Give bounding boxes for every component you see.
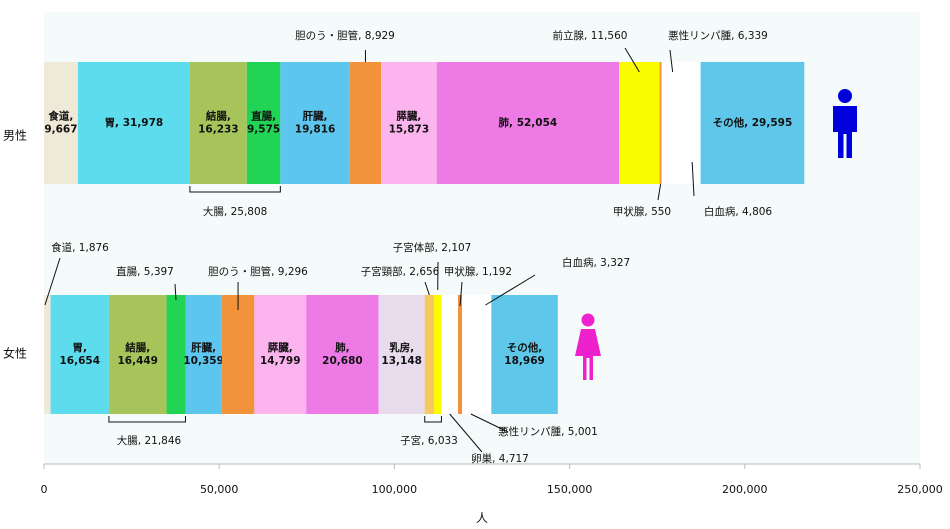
segment-label: 結腸, 16,449 — [117, 341, 158, 367]
bar-segment — [491, 295, 558, 414]
icon-head — [581, 313, 595, 327]
x-tick-label: 50,000 — [200, 483, 239, 496]
callout-label-leader — [174, 283, 177, 301]
callout-label: 卵巣, 4,717 — [471, 452, 529, 465]
bar-segment — [457, 295, 463, 414]
callout-label: 悪性リンパ腫, 5,001 — [498, 425, 598, 438]
colorectal-bracket-label-bracket — [189, 186, 281, 193]
bar-segment — [77, 62, 190, 184]
uterus-bracket-label: 子宮, 6,033 — [400, 434, 458, 447]
callout-label: 胆のう・胆管, 9,296 — [208, 265, 308, 278]
bar-segment — [254, 295, 307, 414]
bar-segment — [661, 62, 684, 184]
callout-label-leader — [485, 274, 536, 306]
bar-segment — [683, 62, 701, 184]
callout-label-leader — [657, 183, 662, 201]
callout-label-leader — [449, 413, 483, 453]
bar-segment — [619, 62, 660, 184]
segment-label: 直腸, 9,575 — [247, 110, 280, 136]
callout-label-leader — [459, 281, 463, 307]
segment-label: 胃, 16,654 — [59, 342, 100, 367]
bar-segment — [381, 62, 437, 184]
segment-label: 肝臓, 19,816 — [295, 110, 336, 136]
segment-label: 肺, 20,680 — [322, 341, 363, 367]
segment-label: その他, 18,969 — [504, 341, 545, 367]
callout-label: 白血病, 4,806 — [704, 205, 773, 218]
bar-segment — [424, 295, 435, 414]
callout-label-leader — [691, 161, 695, 197]
bar-segment — [246, 62, 281, 184]
bar-segment — [108, 295, 167, 414]
callout-label: 甲状腺, 1,192 — [444, 265, 512, 278]
uterus-bracket-label-bracket — [424, 416, 442, 423]
bar-segment — [378, 295, 425, 414]
bar-segment — [659, 62, 662, 184]
callout-label-leader — [624, 47, 640, 73]
icon-body — [575, 329, 601, 380]
bar-segment — [280, 62, 350, 184]
callout-label: 子宮頸部, 2,656 — [361, 265, 440, 278]
segment-label: その他, 29,595 — [713, 116, 793, 129]
x-tick-label: 150,000 — [547, 483, 593, 496]
bar-segment — [189, 62, 247, 184]
bar-segment — [462, 295, 480, 414]
x-tick-label: 200,000 — [722, 483, 768, 496]
callout-label: 子宮体部, 2,107 — [393, 241, 472, 254]
bar-segment — [44, 62, 78, 184]
colorectal-bracket-label: 大腸, 21,846 — [117, 434, 182, 447]
bar-segment — [349, 62, 382, 184]
callout-label: 胆のう・胆管, 8,929 — [295, 29, 395, 42]
segment-label: 肺, 52,054 — [499, 116, 558, 129]
callout-label-leader — [44, 257, 61, 306]
x-tick-label: 100,000 — [372, 483, 418, 496]
callout-label: 悪性リンパ腫, 6,339 — [668, 29, 768, 42]
x-tick-label: 0 — [41, 483, 48, 496]
icon-head — [838, 89, 852, 103]
bar-segment — [441, 295, 458, 414]
segment-label: 乳房, 13,148 — [381, 341, 422, 367]
callout-label: 白血病, 3,327 — [562, 256, 630, 269]
x-tick-label: 250,000 — [897, 483, 943, 496]
male-person-icon — [833, 89, 857, 158]
callout-label: 甲状腺, 550 — [613, 205, 671, 218]
callout-label: 直腸, 5,397 — [116, 265, 174, 278]
bar-segment — [166, 295, 186, 414]
bar-segment — [700, 62, 805, 184]
bar-segment — [306, 295, 379, 414]
bar-segment — [44, 295, 51, 414]
segment-label: 膵臓, 14,799 — [260, 341, 301, 367]
callout-label: 前立腺, 11,560 — [553, 29, 628, 42]
row-label: 女性 — [3, 346, 27, 361]
colorectal-bracket-label-bracket — [108, 416, 186, 423]
bar-segment — [434, 295, 442, 414]
callout-label-leader — [669, 49, 674, 73]
colorectal-bracket-label: 大腸, 25,808 — [203, 205, 267, 218]
segment-label: 肝臓, 10,359 — [183, 341, 224, 367]
female-person-icon — [575, 313, 601, 380]
x-axis-title: 人 — [476, 511, 488, 525]
segment-label: 食道, 9,667 — [44, 110, 77, 136]
bar-segment — [221, 295, 255, 414]
segment-label: 胃, 31,978 — [105, 117, 164, 129]
bar-segment — [185, 295, 222, 414]
segment-label: 膵臓, 15,873 — [389, 110, 430, 136]
icon-body — [833, 106, 857, 158]
callout-label-leader — [424, 281, 430, 296]
callout-label-leader — [470, 413, 509, 433]
bar-segment — [479, 295, 492, 414]
bar-segment — [50, 295, 109, 414]
row-label: 男性 — [3, 129, 27, 143]
segment-label: 結腸, 16,233 — [198, 110, 239, 136]
bar-segment — [436, 62, 620, 184]
callout-label: 食道, 1,876 — [51, 241, 109, 254]
